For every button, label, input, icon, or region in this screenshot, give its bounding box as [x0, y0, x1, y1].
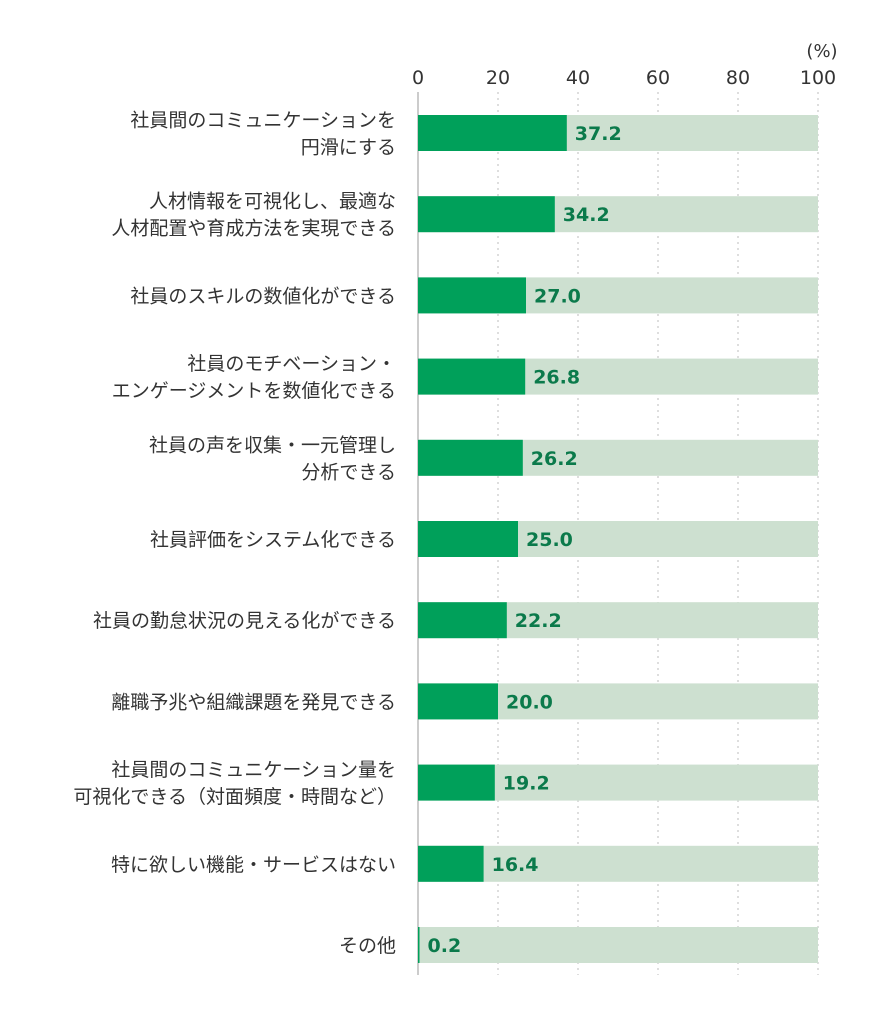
x-tick-label: 0 — [412, 67, 424, 89]
category-label: 社員間のコミュニケーションを円滑にする — [130, 110, 396, 159]
bar — [418, 845, 484, 882]
category-label-line: 人材情報を可視化し、最適な — [149, 191, 396, 213]
bar — [418, 602, 507, 639]
value-label: 26.8 — [533, 367, 580, 389]
unit-label: (%) — [806, 41, 837, 62]
bars: 37.2 34.2 27.0 26.8 26.2 25.0 22.2 20.0 19.2 16.4… — [418, 115, 818, 963]
category-labels: 社員間のコミュニケーションを円滑にする人材情報を可視化し、最適な人材配置や育成方… — [73, 110, 396, 958]
bar — [418, 927, 420, 963]
category-label-line: 円滑にする — [301, 137, 396, 159]
category-label: 特に欲しい機能・サービスはない — [111, 854, 396, 876]
category-label-line: 離職予兆や組織課題を発見できる — [111, 691, 396, 713]
category-label: 社員間のコミュニケーション量を可視化できる（対面頻度・時間など） — [73, 759, 396, 808]
category-label-line: 社員のモチベーション・ — [187, 353, 396, 375]
category-label-line: 可視化できる（対面頻度・時間など） — [73, 786, 396, 808]
value-label: 19.2 — [503, 773, 550, 795]
category-label-line: その他 — [339, 935, 396, 957]
bar — [418, 521, 518, 557]
category-label: 社員の声を収集・一元管理し分析できる — [149, 434, 396, 483]
category-label: 離職予兆や組織課題を発見できる — [111, 691, 396, 713]
bar-track — [418, 927, 818, 963]
x-tick-label: 60 — [646, 67, 670, 89]
value-label: 34.2 — [563, 204, 610, 226]
category-label-line: 社員の声を収集・一元管理し — [149, 434, 396, 456]
bar — [418, 277, 526, 314]
bar — [418, 683, 498, 720]
category-label-line: 人材配置や育成方法を実現できる — [111, 218, 396, 240]
value-label: 0.2 — [428, 935, 462, 957]
bar — [418, 115, 567, 151]
value-label: 16.4 — [492, 854, 539, 876]
category-label-line: 社員評価をシステム化できる — [150, 529, 396, 551]
category-label-line: 社員のスキルの数値化ができる — [130, 285, 396, 307]
category-label: 社員の勤怠状況の見える化ができる — [93, 610, 396, 632]
category-label-line: 分析できる — [301, 461, 396, 483]
x-tick-label: 100 — [800, 67, 836, 89]
category-label-line: エンゲージメントを数値化できる — [112, 380, 396, 402]
bar — [418, 196, 555, 233]
category-label: 社員評価をシステム化できる — [150, 529, 396, 551]
x-tick-label: 80 — [726, 67, 750, 89]
value-label: 25.0 — [526, 529, 573, 551]
category-label: 人材情報を可視化し、最適な人材配置や育成方法を実現できる — [111, 191, 396, 240]
x-tick-label: 20 — [486, 67, 510, 89]
category-label: 社員のスキルの数値化ができる — [130, 285, 396, 307]
category-label: 社員のモチベーション・エンゲージメントを数値化できる — [112, 353, 396, 402]
bar — [418, 764, 495, 801]
value-label: 20.0 — [506, 691, 553, 713]
value-label: 27.0 — [534, 285, 581, 307]
bar-track — [418, 845, 818, 882]
x-tick-label: 40 — [566, 67, 590, 89]
category-label-line: 社員間のコミュニケーションを — [130, 110, 396, 132]
category-label-line: 社員の勤怠状況の見える化ができる — [93, 610, 396, 632]
value-label: 26.2 — [531, 448, 578, 470]
category-label: その他 — [339, 935, 396, 957]
category-label-line: 社員間のコミュニケーション量を — [111, 759, 396, 781]
value-label: 22.2 — [515, 610, 562, 632]
bar — [418, 358, 526, 395]
value-label: 37.2 — [575, 123, 622, 145]
category-label-line: 特に欲しい機能・サービスはない — [111, 854, 396, 876]
bar — [418, 439, 523, 476]
x-axis: (%) 0 20 40 60 80 100 — [412, 41, 838, 89]
